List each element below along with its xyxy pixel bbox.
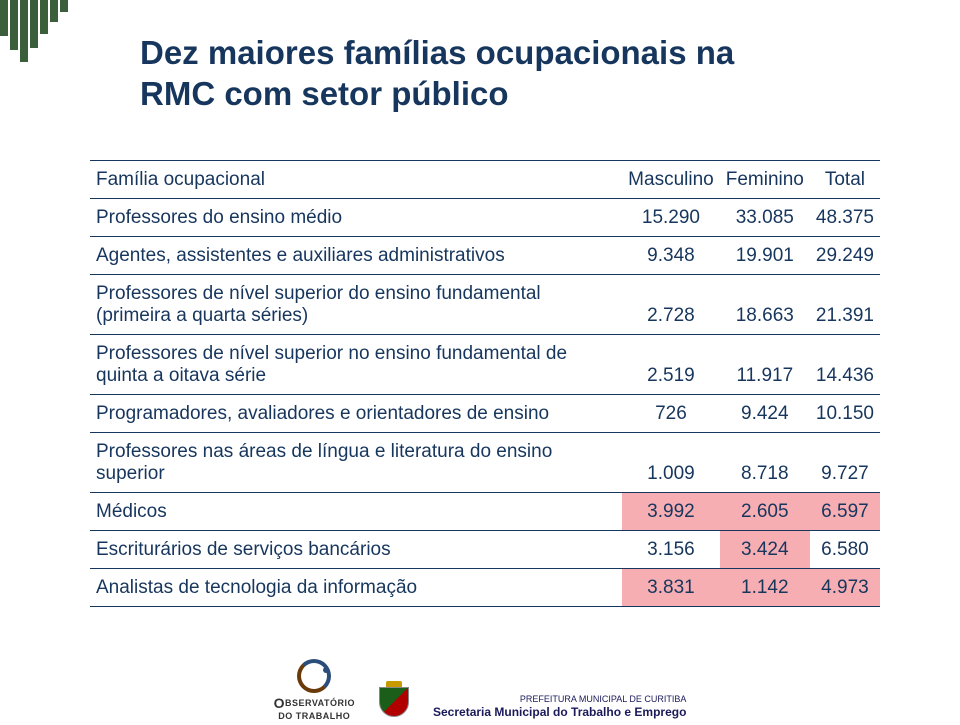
- table-row: Programadores, avaliadores e orientadore…: [90, 395, 880, 433]
- table-header-row: Família ocupacional Masculino Feminino T…: [90, 161, 880, 199]
- cell-fem: 33.085: [720, 199, 810, 237]
- cell-masc: 9.348: [622, 237, 720, 275]
- page-title: Dez maiores famílias ocupacionais na RMC…: [140, 32, 734, 115]
- cell-label: Escriturários de serviços bancários: [90, 531, 622, 569]
- cell-masc: 3.831: [622, 569, 720, 607]
- table-row: Médicos3.9922.6056.597: [90, 493, 880, 531]
- cell-fem: 9.424: [720, 395, 810, 433]
- table-row: Professores do ensino médio15.29033.0854…: [90, 199, 880, 237]
- data-table-container: Família ocupacional Masculino Feminino T…: [90, 160, 880, 607]
- deco-bar: [20, 0, 28, 62]
- title-line-2: RMC com setor público: [140, 75, 509, 112]
- cell-fem: 1.142: [720, 569, 810, 607]
- ring-icon: [297, 659, 331, 693]
- cell-masc: 15.290: [622, 199, 720, 237]
- cell-masc: 3.156: [622, 531, 720, 569]
- deco-bar: [10, 0, 18, 50]
- table-row: Professores nas áreas de língua e litera…: [90, 433, 880, 493]
- cell-fem: 3.424: [720, 531, 810, 569]
- table-row: Agentes, assistentes e auxiliares admini…: [90, 237, 880, 275]
- cell-total: 4.973: [810, 569, 880, 607]
- cell-label: Professores de nível superior do ensino …: [90, 275, 622, 335]
- cell-fem: 18.663: [720, 275, 810, 335]
- cell-total: 10.150: [810, 395, 880, 433]
- occupations-table: Família ocupacional Masculino Feminino T…: [90, 160, 880, 607]
- cell-fem: 11.917: [720, 335, 810, 395]
- footer-line2: Secretaria Municipal do Trabalho e Empre…: [433, 705, 686, 721]
- footer: OBSERVATÓRIO DO TRABALHO PREFEITURA MUNI…: [0, 659, 960, 721]
- cell-total: 6.597: [810, 493, 880, 531]
- cell-total: 6.580: [810, 531, 880, 569]
- col-header-masculino: Masculino: [622, 161, 720, 199]
- cell-label: Professores de nível superior no ensino …: [90, 335, 622, 395]
- cell-label: Médicos: [90, 493, 622, 531]
- cell-total: 21.391: [810, 275, 880, 335]
- cell-label: Agentes, assistentes e auxiliares admini…: [90, 237, 622, 275]
- cell-masc: 1.009: [622, 433, 720, 493]
- cell-fem: 8.718: [720, 433, 810, 493]
- deco-bar: [60, 0, 68, 12]
- cell-total: 14.436: [810, 335, 880, 395]
- cell-total: 9.727: [810, 433, 880, 493]
- col-header-family: Família ocupacional: [90, 161, 622, 199]
- cell-total: 29.249: [810, 237, 880, 275]
- crest-icon: [379, 683, 409, 721]
- cell-fem: 2.605: [720, 493, 810, 531]
- cell-label: Professores do ensino médio: [90, 199, 622, 237]
- deco-bar: [50, 0, 58, 22]
- cell-label: Professores nas áreas de língua e litera…: [90, 433, 622, 493]
- deco-bar: [30, 0, 38, 48]
- cell-masc: 3.992: [622, 493, 720, 531]
- cell-total: 48.375: [810, 199, 880, 237]
- deco-bar: [40, 0, 48, 34]
- obs-label: BSERVATÓRIO: [285, 698, 355, 708]
- table-row: Analistas de tecnologia da informação3.8…: [90, 569, 880, 607]
- cell-masc: 2.728: [622, 275, 720, 335]
- deco-bar: [0, 0, 8, 36]
- observatorio-logo: OBSERVATÓRIO DO TRABALHO: [274, 659, 355, 721]
- title-line-1: Dez maiores famílias ocupacionais na: [140, 34, 734, 71]
- table-row: Escriturários de serviços bancários3.156…: [90, 531, 880, 569]
- col-header-total: Total: [810, 161, 880, 199]
- cell-masc: 726: [622, 395, 720, 433]
- table-row: Professores de nível superior do ensino …: [90, 275, 880, 335]
- cell-label: Programadores, avaliadores e orientadore…: [90, 395, 622, 433]
- footer-line1: PREFEITURA MUNICIPAL DE CURITIBA: [520, 694, 687, 706]
- cell-masc: 2.519: [622, 335, 720, 395]
- cell-fem: 19.901: [720, 237, 810, 275]
- col-header-feminino: Feminino: [720, 161, 810, 199]
- obs-sub: DO TRABALHO: [278, 711, 350, 721]
- cell-label: Analistas de tecnologia da informação: [90, 569, 622, 607]
- table-row: Professores de nível superior no ensino …: [90, 335, 880, 395]
- footer-text: PREFEITURA MUNICIPAL DE CURITIBA Secreta…: [433, 694, 686, 721]
